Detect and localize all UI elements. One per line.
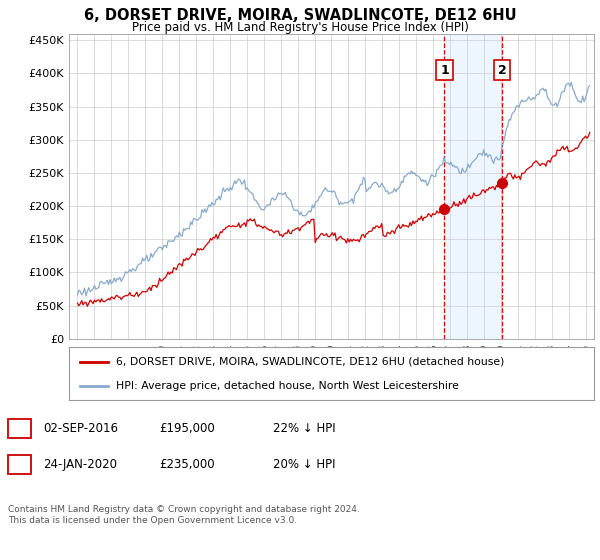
Text: 6, DORSET DRIVE, MOIRA, SWADLINCOTE, DE12 6HU (detached house): 6, DORSET DRIVE, MOIRA, SWADLINCOTE, DE1…: [116, 357, 505, 367]
Text: 1: 1: [440, 64, 449, 77]
Text: 6, DORSET DRIVE, MOIRA, SWADLINCOTE, DE12 6HU: 6, DORSET DRIVE, MOIRA, SWADLINCOTE, DE1…: [83, 8, 517, 24]
Text: £195,000: £195,000: [159, 422, 215, 435]
Text: 24-JAN-2020: 24-JAN-2020: [43, 458, 117, 472]
Text: £235,000: £235,000: [159, 458, 215, 472]
Text: Contains HM Land Registry data © Crown copyright and database right 2024.
This d: Contains HM Land Registry data © Crown c…: [8, 505, 359, 525]
Text: Price paid vs. HM Land Registry's House Price Index (HPI): Price paid vs. HM Land Registry's House …: [131, 21, 469, 34]
Text: HPI: Average price, detached house, North West Leicestershire: HPI: Average price, detached house, Nort…: [116, 381, 459, 391]
Text: 20% ↓ HPI: 20% ↓ HPI: [273, 458, 335, 472]
Text: 2: 2: [15, 458, 23, 472]
Text: 22% ↓ HPI: 22% ↓ HPI: [273, 422, 335, 435]
Text: 02-SEP-2016: 02-SEP-2016: [43, 422, 118, 435]
Text: 2: 2: [497, 64, 506, 77]
Text: 1: 1: [15, 422, 23, 435]
Bar: [445, 34, 502, 339]
